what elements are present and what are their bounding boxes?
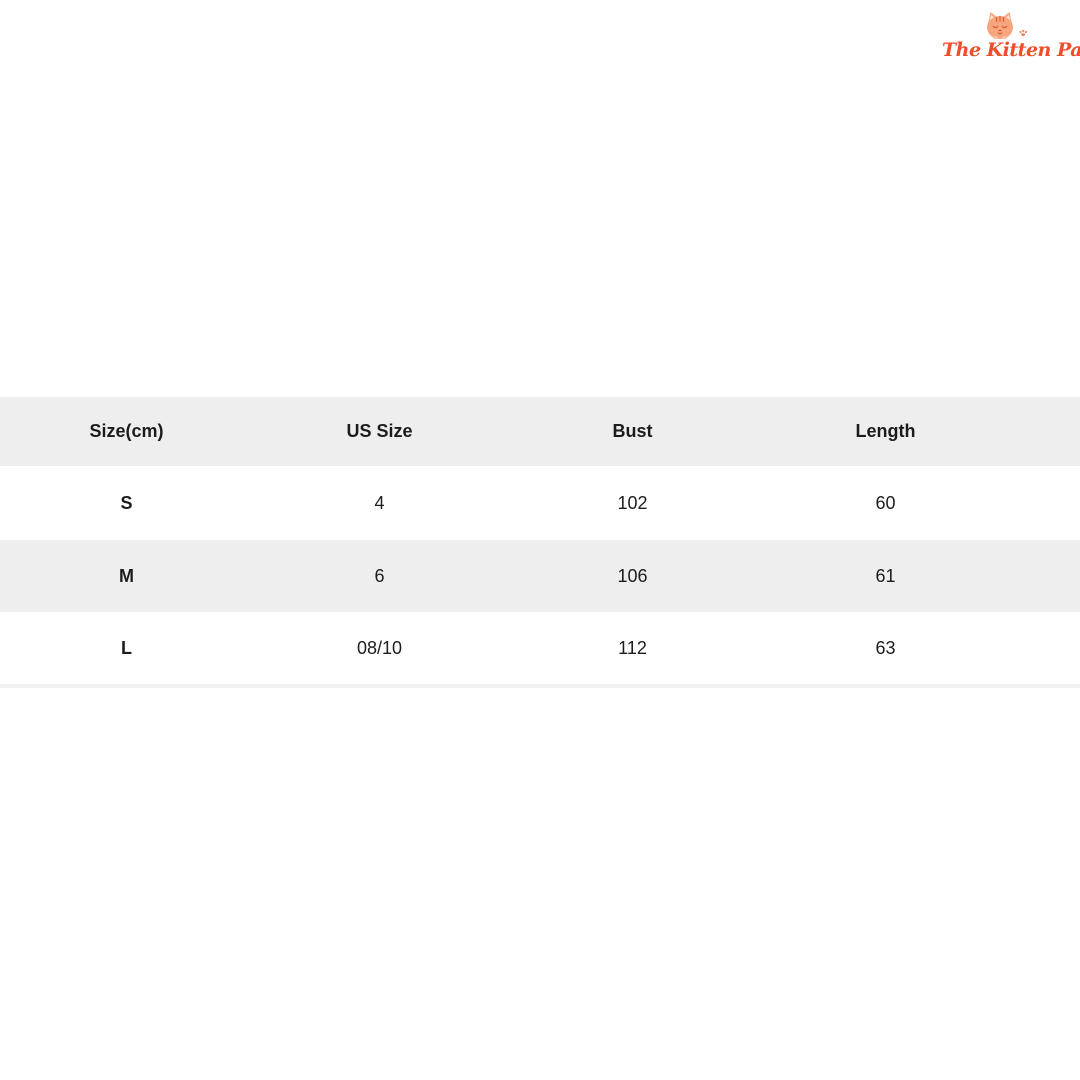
table-row-s: S 4 102 60: [0, 466, 1080, 540]
table-bottom-rule: [0, 684, 1080, 688]
column-header-size: Size(cm): [89, 421, 164, 441]
column-header-us-size: US Size: [346, 421, 413, 441]
cell-us-size-s: 4: [374, 493, 385, 513]
column-header-bust: Bust: [612, 421, 653, 441]
cell-size-m: M: [119, 566, 134, 586]
brand-name: The Kitten Park: [942, 39, 1080, 61]
cell-bust-s: 102: [617, 493, 648, 513]
cat-face-icon: [987, 12, 1027, 40]
paw-print-icon: [1019, 29, 1027, 37]
logo-icon-area: [942, 10, 1066, 40]
cell-length-m: 61: [875, 566, 896, 586]
table-header-row: Size(cm) US Size Bust Length: [0, 397, 1080, 466]
cell-length-l: 63: [875, 638, 896, 658]
table-row-m: M 6 106 61: [0, 540, 1080, 612]
cell-us-size-m: 6: [374, 566, 385, 586]
cell-bust-l: 112: [618, 638, 647, 658]
cell-size-s: S: [120, 493, 133, 513]
cell-bust-m: 106: [617, 566, 648, 586]
cell-us-size-l: 08/10: [356, 638, 403, 658]
cell-size-l: L: [121, 638, 132, 658]
table-row-l: L 08/10 112 63: [0, 612, 1080, 684]
column-header-length: Length: [855, 421, 916, 441]
size-chart-table: Size(cm) US Size Bust Length S 4 102 60 …: [0, 397, 1080, 688]
cell-length-s: 60: [875, 493, 896, 513]
brand-logo: The Kitten Park: [942, 10, 1080, 61]
